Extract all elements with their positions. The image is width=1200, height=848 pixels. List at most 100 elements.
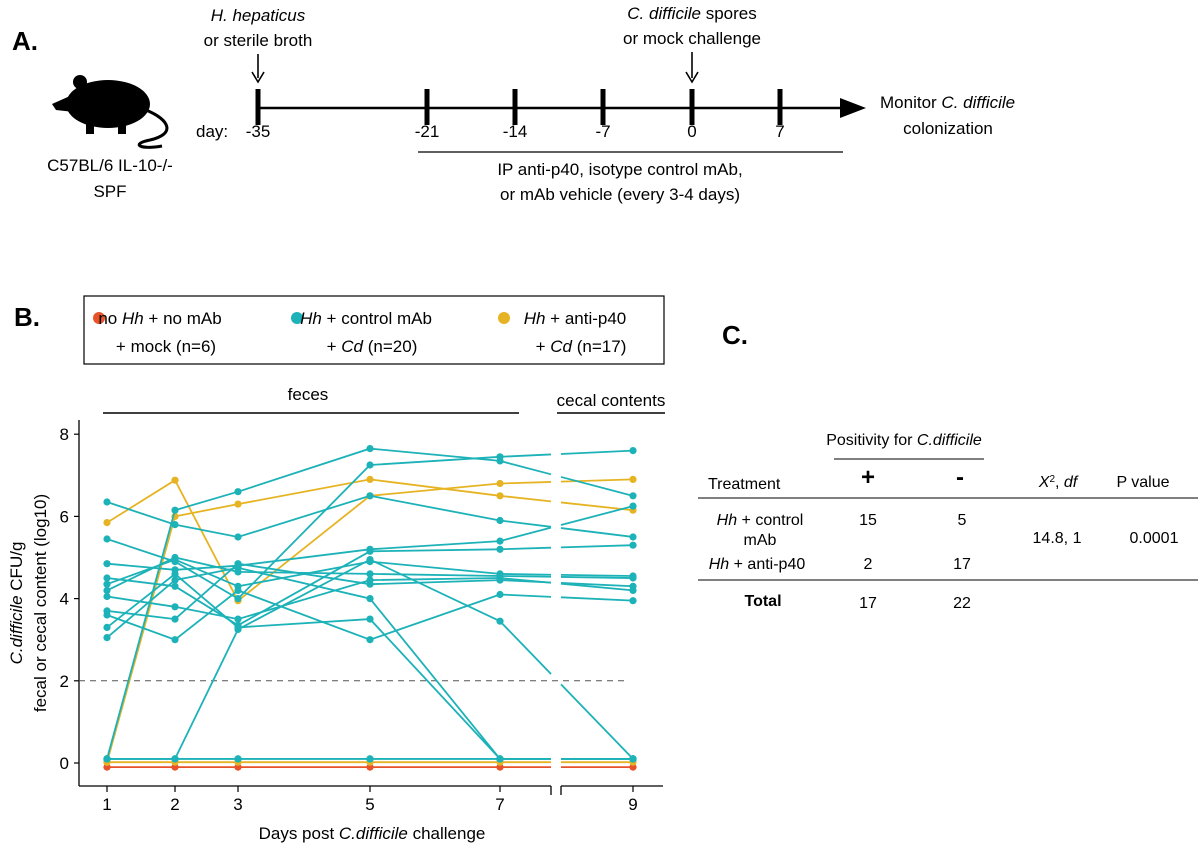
data-point <box>629 475 637 483</box>
data-point <box>366 461 374 469</box>
challenge-label: C. difficile spores <box>627 4 756 23</box>
data-point <box>234 488 242 496</box>
data-point <box>366 755 374 763</box>
positivity-header: Positivity for C.difficile <box>826 432 982 449</box>
legend-label: Hh + anti-p40 <box>524 309 627 328</box>
data-point <box>496 537 504 545</box>
p-value: 0.0001 <box>1130 530 1179 547</box>
x-tick-label: 9 <box>628 795 637 814</box>
data-point <box>366 445 374 453</box>
challenge-arrowhead <box>685 71 699 84</box>
y-axis-label-2: fecal or cecal content (log10) <box>31 494 50 712</box>
series-line-break <box>499 453 552 458</box>
row1-name: Hh + control <box>717 512 804 529</box>
row2-plus: 2 <box>864 556 873 573</box>
data-point <box>171 521 179 529</box>
col-minus: - <box>956 464 964 491</box>
legend-label-2: + mock (n=6) <box>116 337 216 356</box>
series-line-cecal <box>560 576 634 579</box>
mouse-status: SPF <box>93 182 126 201</box>
series-line <box>106 566 501 760</box>
timeline-tick <box>512 89 518 125</box>
row1-minus: 5 <box>958 512 967 529</box>
data-point <box>496 755 504 763</box>
timeline-tick <box>255 89 261 125</box>
data-point <box>171 615 179 623</box>
series-line-break <box>499 460 552 476</box>
data-point <box>234 755 242 763</box>
data-point <box>496 617 504 625</box>
monitor-label: Monitor C. difficile <box>880 93 1015 112</box>
series-line-break <box>499 519 552 528</box>
timeline-tick <box>689 89 695 125</box>
data-point <box>171 570 179 578</box>
data-point <box>366 547 374 555</box>
series-line-break <box>499 526 552 542</box>
y-axis-label-1: C.difficile CFU/g <box>7 542 26 665</box>
x-tick-label: 7 <box>495 795 504 814</box>
data-point <box>366 570 374 578</box>
data-point <box>629 502 637 510</box>
data-point <box>103 586 111 595</box>
row1-name-2: mAb <box>744 532 777 549</box>
data-point <box>496 453 504 461</box>
data-point <box>629 755 637 763</box>
data-point <box>496 479 504 488</box>
legend-label: Hh + control mAb <box>300 309 432 328</box>
inoculation-alt: or sterile broth <box>204 31 313 50</box>
data-point <box>629 541 637 549</box>
legend-label-2: + Cd (n=20) <box>327 337 418 356</box>
row1-plus: 15 <box>859 512 877 529</box>
x-axis-label: Days post C.difficile challenge <box>259 824 486 843</box>
total-plus: 17 <box>859 595 877 612</box>
data-point <box>234 625 242 634</box>
mouse-strain: C57BL/6 IL-10-/- <box>47 156 173 175</box>
data-point <box>234 615 242 623</box>
data-point <box>366 580 374 588</box>
panel-a-label: A. <box>12 26 38 56</box>
timeline-tick <box>600 89 606 125</box>
legend: no Hh + no mAb + mock (n=6) Hh + control m… <box>93 309 626 356</box>
timeline-ticks: -35 -21 -14 -7 0 7 <box>246 89 785 141</box>
row2-name: Hh + anti-p40 <box>709 556 806 573</box>
data-point <box>496 516 504 525</box>
legend-swatch <box>291 312 303 324</box>
x-tick-label: 1 <box>102 795 111 814</box>
data-point <box>171 582 179 590</box>
data-point <box>103 623 111 632</box>
data-point <box>234 564 242 572</box>
legend-box <box>83 295 665 365</box>
mouse-icon <box>52 75 169 149</box>
data-point <box>171 603 179 611</box>
data-point <box>103 535 111 543</box>
inoculation-arrowhead <box>251 71 265 84</box>
data-point <box>496 545 504 553</box>
x-ticks: 1 2 3 5 7 9 <box>102 786 638 814</box>
timeline-tick <box>777 89 783 125</box>
timeline-day-label: -21 <box>415 122 440 141</box>
x-tick-label: 5 <box>365 795 374 814</box>
timeline-tick <box>424 89 430 125</box>
data-point <box>366 492 374 500</box>
data-point <box>103 580 111 588</box>
day-prefix: day: <box>196 122 228 141</box>
series-line-break <box>499 593 552 598</box>
panel-a: A. C57BL/6 IL-10-/- SPF H. hepaticus or … <box>12 4 1015 204</box>
timeline-day-label: -14 <box>503 122 528 141</box>
timeline-arrowhead <box>840 98 866 118</box>
data-point <box>366 615 374 623</box>
legend-label: no Hh + no mAb <box>98 309 221 328</box>
chi-value: 14.8, 1 <box>1033 530 1082 547</box>
panel-c-label: C. <box>722 320 748 350</box>
series-line-cecal <box>560 573 634 577</box>
total-label: Total <box>744 593 781 610</box>
data-point <box>171 506 179 514</box>
data-point <box>171 553 179 562</box>
data-point <box>103 498 111 506</box>
timeline-day-label: -35 <box>246 122 271 141</box>
series-line-cecal <box>560 596 634 602</box>
data-point <box>496 492 504 500</box>
data-point <box>103 634 111 642</box>
y-tick-label: 4 <box>60 590 69 609</box>
data-point <box>103 560 111 568</box>
